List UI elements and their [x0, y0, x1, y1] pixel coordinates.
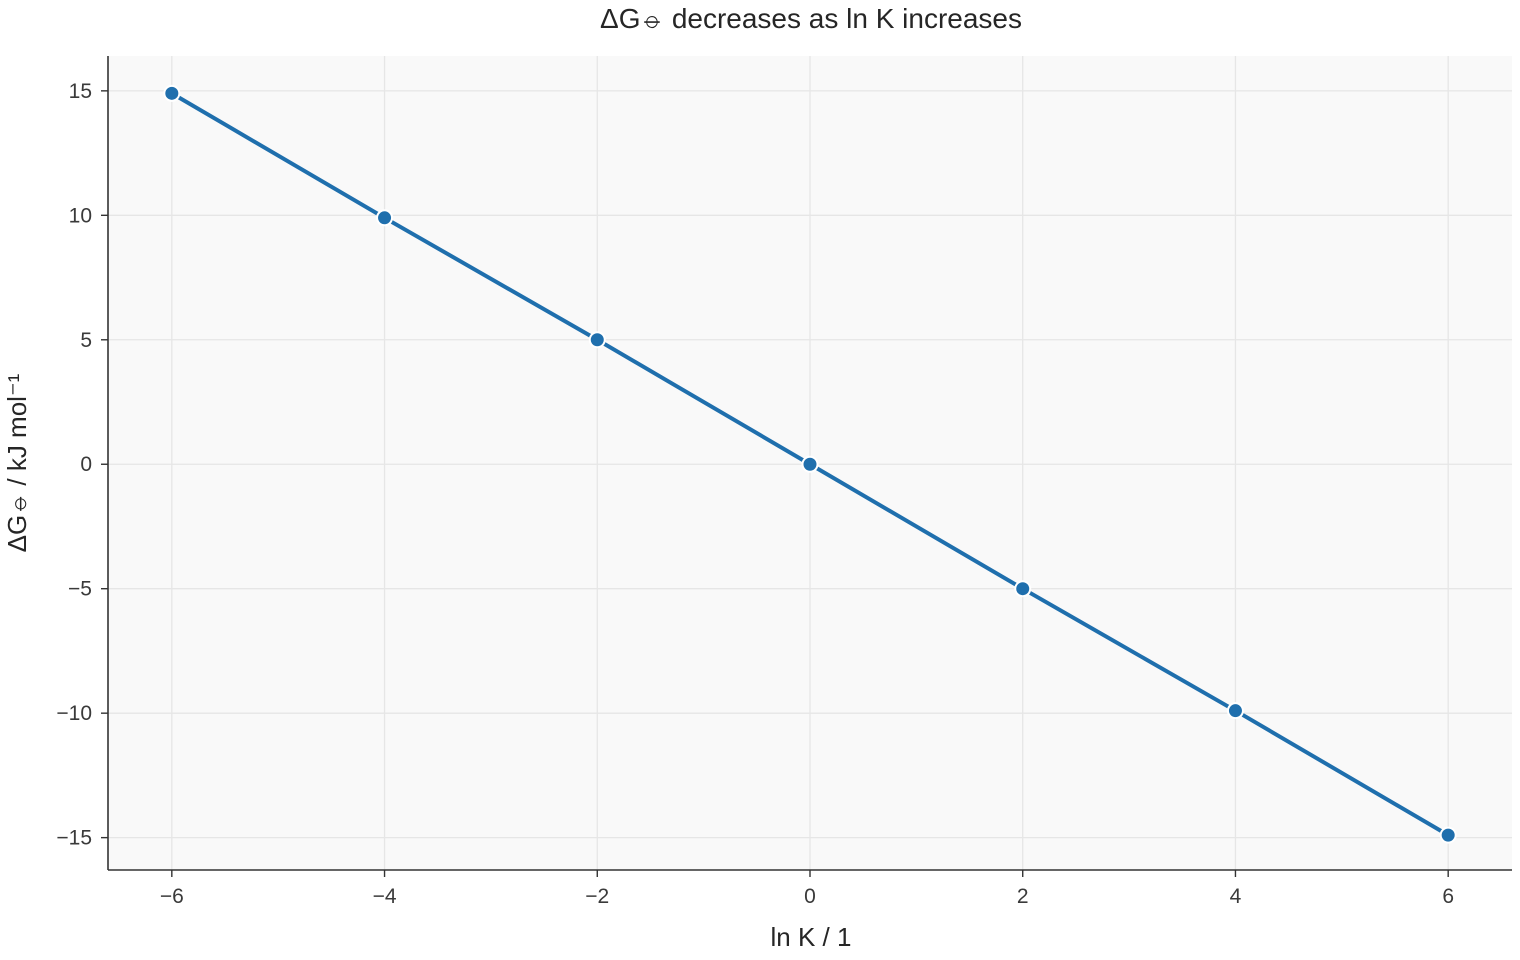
x-tick-label: 0: [804, 885, 816, 908]
x-axis-ticks: −6 −4 −2 0 2 4 6: [160, 870, 1454, 908]
y-tick-label: 15: [69, 80, 92, 103]
x-tick-label: 6: [1442, 885, 1454, 908]
series-group: [163, 84, 1457, 844]
data-point: [1226, 702, 1244, 720]
y-tick-label: −15: [56, 827, 92, 850]
chart-title: ΔG⦵ decreases as ln K increases: [600, 3, 1022, 34]
data-point: [1439, 826, 1457, 844]
x-tick-label: −6: [160, 885, 184, 908]
y-axis-label: ΔG⦵ / kJ mol⁻¹: [2, 373, 32, 552]
data-point: [801, 455, 819, 473]
data-point: [588, 331, 606, 349]
y-axis-ticks: 15 10 5 0 −5 −10 −15: [56, 80, 108, 850]
x-tick-label: 4: [1230, 885, 1242, 908]
data-point: [163, 84, 181, 102]
x-tick-label: 2: [1017, 885, 1029, 908]
data-point: [376, 209, 394, 227]
x-tick-label: −4: [373, 885, 397, 908]
data-point: [1014, 580, 1032, 598]
y-tick-label: −5: [68, 578, 92, 601]
x-tick-label: −2: [585, 885, 609, 908]
x-axis-label: ln K / 1: [771, 922, 852, 952]
y-tick-label: 10: [69, 204, 92, 227]
y-tick-label: −10: [56, 702, 92, 725]
y-tick-label: 0: [80, 453, 92, 476]
y-tick-label: 5: [80, 329, 92, 352]
